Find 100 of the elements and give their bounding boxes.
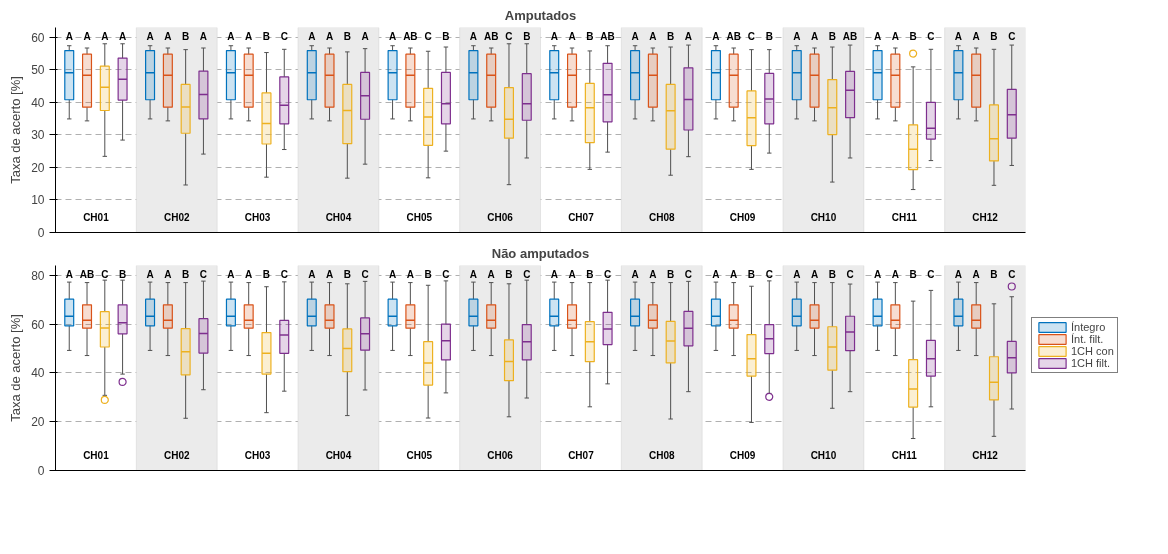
y-axis-title: Taxa de acerto [%] [8, 76, 24, 184]
text: A [810, 31, 819, 43]
text: A [550, 31, 558, 43]
text: C [424, 31, 432, 43]
x-tick-label: CH07 [568, 211, 595, 223]
text: B [442, 31, 450, 43]
text: C [747, 31, 756, 43]
text: A [550, 269, 558, 281]
text: A [146, 269, 154, 281]
legend-label: 1CH filt. [1071, 357, 1111, 370]
text: A [649, 269, 657, 281]
text: AB [842, 31, 858, 43]
text: C [523, 269, 531, 281]
x-tick-label: CH02 [163, 449, 190, 461]
text: A [146, 31, 154, 43]
text: A [325, 269, 334, 281]
text: A [568, 31, 576, 43]
text: B [262, 269, 271, 281]
text: A [388, 31, 397, 43]
text: AB [403, 31, 418, 43]
x-tick-label: CH08 [648, 211, 675, 223]
text: B [343, 31, 351, 43]
text: AB [79, 269, 95, 281]
x-tick-label: CH04 [325, 211, 352, 223]
text: A [65, 269, 73, 281]
text: A [712, 269, 720, 281]
y-axis-title: Taxa de acerto [%] [8, 314, 24, 422]
x-tick-label: CH01 [83, 449, 110, 461]
text: A [406, 269, 414, 281]
legend-label: 1CH con [1071, 345, 1114, 358]
text: A [325, 31, 334, 43]
text: A [649, 31, 657, 43]
text: A [972, 31, 980, 43]
text: A [631, 31, 639, 43]
text: A [684, 31, 693, 43]
text: B [343, 269, 351, 281]
text: B [262, 31, 271, 43]
legend-label: Íntegro [1071, 321, 1106, 334]
text: C [280, 269, 288, 281]
text: B [990, 31, 998, 43]
text: C [280, 31, 288, 43]
x-tick-label: CH11 [891, 211, 918, 223]
text: C [101, 269, 109, 281]
x-tick-label: CH04 [325, 449, 352, 461]
y-tick-label: 20 [31, 160, 45, 175]
x-tick-label: CH12 [972, 449, 999, 461]
text: A [730, 269, 738, 281]
y-tick-label: 10 [31, 193, 45, 208]
text: C [684, 269, 693, 281]
x-tick-label: CH10 [810, 211, 837, 223]
text: B [828, 31, 836, 43]
text: A [388, 269, 397, 281]
text: A [101, 31, 109, 43]
text: B [667, 31, 675, 43]
text: A [873, 269, 882, 281]
x-tick-label: CH06 [487, 449, 514, 461]
text: A [227, 31, 235, 43]
text: C [927, 269, 935, 281]
text: A [308, 31, 316, 43]
text: B [909, 269, 917, 281]
y-tick-label: 80 [31, 268, 45, 283]
text: A [199, 31, 208, 43]
text: A [487, 269, 495, 281]
text: A [361, 31, 369, 43]
text: A [793, 269, 801, 281]
text: A [164, 31, 172, 43]
text: B [523, 31, 531, 43]
text: C [765, 269, 773, 281]
y-tick-label: 0 [37, 226, 45, 240]
text: A [245, 269, 253, 281]
text: AB [600, 31, 615, 43]
text: A [245, 31, 253, 43]
x-tick-label: CH03 [244, 211, 271, 223]
text: A [954, 269, 963, 281]
text: B [182, 269, 190, 281]
text: B [586, 269, 594, 281]
chart-title: Não amputados [491, 245, 590, 261]
chart-title: Amputados [504, 7, 577, 23]
text: B [505, 269, 513, 281]
x-tick-label: CH10 [810, 449, 837, 461]
text: A [712, 31, 720, 43]
x-tick-label: CH12 [972, 211, 999, 223]
text: A [164, 269, 172, 281]
text: AB [483, 31, 499, 43]
text: C [442, 269, 450, 281]
x-tick-label: CH06 [487, 211, 514, 223]
text: A [469, 31, 478, 43]
text: A [83, 31, 91, 43]
text: C [1008, 269, 1016, 281]
text: B [747, 269, 756, 281]
text: A [65, 31, 73, 43]
text: C [846, 269, 854, 281]
text: A [873, 31, 882, 43]
text: B [909, 31, 917, 43]
y-tick-label: 20 [31, 415, 45, 430]
text: B [424, 269, 432, 281]
text: B [765, 31, 773, 43]
x-tick-label: CH07 [568, 449, 595, 461]
text: C [603, 269, 612, 281]
y-tick-label: 40 [31, 366, 45, 381]
